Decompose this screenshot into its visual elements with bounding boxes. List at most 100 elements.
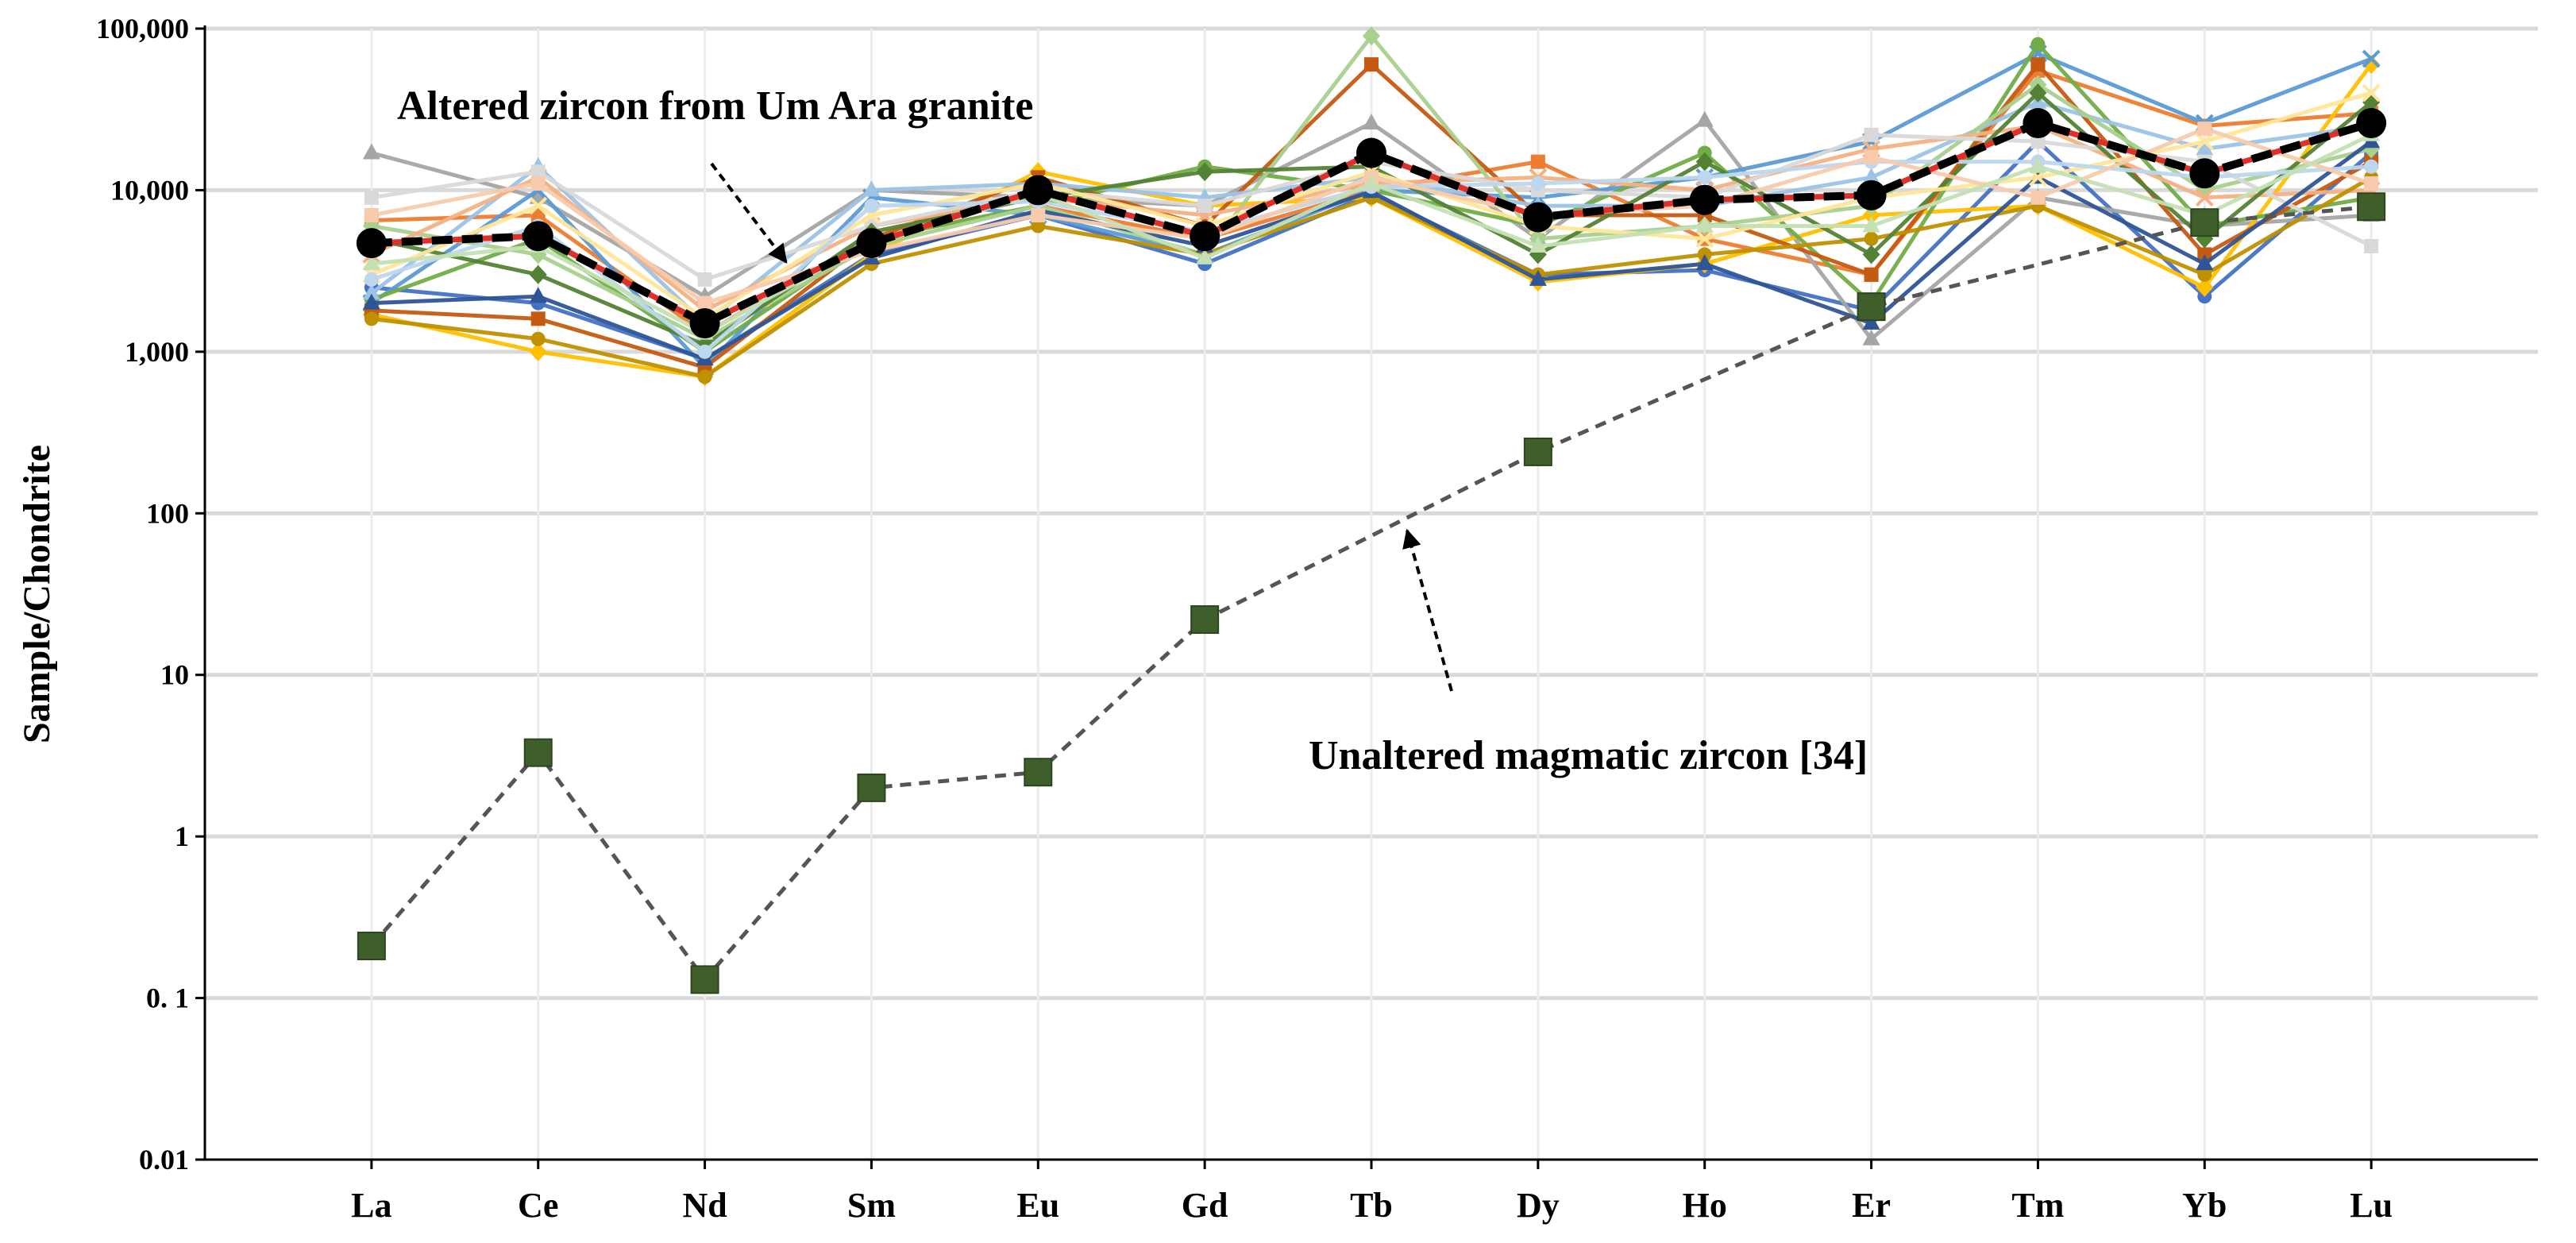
- unaltered-zircon-point: [2190, 208, 2219, 237]
- altered-zircon-point: [2195, 188, 2214, 207]
- x-tick-label: Ho: [1683, 1186, 1727, 1225]
- altered-zircon-point: [1864, 267, 1879, 282]
- altered-zircon-point: [1862, 168, 1880, 184]
- altered-zircon-point: [2197, 122, 2212, 137]
- altered-zircon-point: [364, 190, 379, 205]
- altered-zircon-point: [1530, 176, 1545, 191]
- altered-zircon-point: [1031, 218, 1046, 234]
- altered-zircon-point: [1695, 216, 1714, 233]
- altered-mean-point: [1522, 202, 1553, 233]
- y-tick-label: 0. 1: [146, 982, 189, 1014]
- x-tick-label: Eu: [1016, 1186, 1059, 1225]
- unaltered-zircon-point: [1190, 605, 1220, 635]
- altered-mean-point: [856, 228, 887, 259]
- y-tick-label: 0.01: [139, 1144, 189, 1175]
- series-group: [356, 26, 2387, 994]
- altered-zircon-point: [2029, 156, 2047, 173]
- altered-zircon-point: [362, 254, 380, 271]
- altered-mean-point: [2356, 108, 2387, 139]
- altered-zircon-point: [1196, 248, 1214, 264]
- altered-mean-point: [1190, 221, 1221, 252]
- altered-zircon-point: [2364, 159, 2379, 174]
- altered-zircon-point: [1363, 26, 1380, 46]
- x-tick-label: Sm: [847, 1186, 896, 1225]
- altered-zircon-point: [530, 164, 546, 180]
- x-tick-label: La: [351, 1186, 391, 1225]
- altered-mean-point: [1356, 137, 1386, 168]
- altered-zircon-point: [1695, 230, 1714, 249]
- altered-mean-point: [523, 221, 553, 252]
- altered-zircon-point: [1862, 314, 1880, 330]
- altered-mean-point: [2189, 158, 2220, 189]
- y-tick-label: 100: [146, 497, 189, 529]
- altered-zircon-point: [362, 284, 380, 300]
- altered-zircon-point: [1862, 245, 1880, 264]
- altered-zircon-point: [1695, 110, 1714, 127]
- altered-zircon-point: [364, 311, 379, 326]
- altered-zircon-point: [364, 207, 379, 222]
- altered-zircon-point: [2195, 132, 2214, 151]
- altered-mean-point: [1689, 184, 1720, 215]
- altered-zircon-point: [1197, 199, 1213, 214]
- y-tick-label: 1,000: [125, 336, 189, 368]
- altered-zircon-point: [1530, 154, 1545, 169]
- y-tick-label: 1: [175, 820, 189, 852]
- altered-zircon-point: [697, 369, 712, 384]
- unaltered-zircon-point: [857, 773, 886, 802]
- unaltered-zircon-point: [357, 932, 386, 961]
- x-tick-label: Er: [1852, 1186, 1891, 1225]
- altered-mean-point: [1856, 180, 1887, 210]
- altered-zircon-point: [1864, 149, 1879, 164]
- altered-zircon-point: [530, 331, 546, 346]
- x-tick-label: Yb: [2182, 1186, 2227, 1225]
- altered-zircon-point: [529, 287, 547, 303]
- unaltered-zircon-point: [1024, 758, 1053, 787]
- altered-zircon-point: [1864, 127, 1879, 142]
- y-axis-label: Sample/Chondrite: [16, 445, 58, 743]
- altered-zircon-point: [864, 199, 879, 214]
- x-tick-label: Tb: [1350, 1186, 1393, 1225]
- x-tick-label: Dy: [1517, 1186, 1560, 1225]
- altered-zircon-point: [2029, 83, 2047, 102]
- altered-zircon-point: [1196, 162, 1214, 182]
- altered-zircon-point: [862, 180, 881, 197]
- x-tick-label: Gd: [1182, 1186, 1228, 1225]
- altered-zircon-point: [2364, 176, 2379, 191]
- altered-zircon-point: [697, 344, 712, 359]
- altered-zircon-point: [2196, 254, 2214, 271]
- altered-zircon-point: [530, 311, 546, 326]
- unaltered-zircon-point: [690, 965, 719, 994]
- altered-zircon-point: [697, 272, 712, 287]
- altered-mean-point: [356, 228, 387, 259]
- unaltered-annotation-arrow: [1402, 528, 1453, 692]
- x-tick-label: Ce: [518, 1186, 558, 1225]
- altered-mean-point: [689, 308, 720, 339]
- x-tick-label: Nd: [682, 1186, 727, 1225]
- axes: 0.01 0. 1 1 10 100 1,000 10,000 100,000 La Ce Nd Sm…: [16, 13, 2538, 1225]
- annotations: Altered zircon from Um Ara granite Unalte…: [397, 83, 1868, 778]
- altered-zircon-point: [364, 272, 379, 287]
- x-tick-label: Lu: [2350, 1186, 2393, 1225]
- altered-zircon-point: [1695, 254, 1714, 271]
- altered-zircon-point: [697, 295, 712, 311]
- altered-zircon-point: [2030, 134, 2046, 149]
- altered-mean-point: [1023, 175, 1054, 206]
- altered-zircon-point: [2362, 83, 2381, 102]
- altered-zircon-point: [1697, 170, 1712, 185]
- altered-zircon-point: [2364, 238, 2379, 253]
- unaltered-zircon-point: [2357, 192, 2386, 222]
- unaltered-zircon-point: [523, 738, 553, 767]
- x-tick-label: Tm: [2011, 1186, 2064, 1225]
- altered-zircon-point: [529, 342, 547, 361]
- altered-zircon-point: [1529, 236, 1547, 253]
- altered-zircon-point: [362, 143, 380, 160]
- altered-zircon-point: [1364, 57, 1379, 72]
- altered-zircon-point: [1363, 114, 1380, 130]
- altered-zircon-point: [1695, 152, 1714, 172]
- altered-zircon-point: [529, 196, 548, 215]
- altered-zircon-point: [2030, 37, 2046, 52]
- altered-zircon-point: [1862, 329, 1880, 345]
- altered-zircon-point: [529, 264, 547, 284]
